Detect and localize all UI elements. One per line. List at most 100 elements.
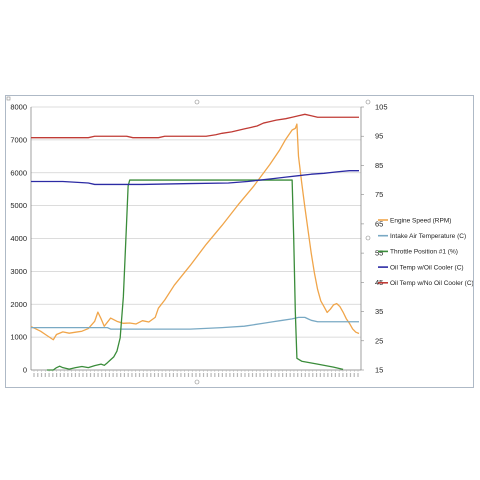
resize-handle-top-middle[interactable] — [194, 99, 200, 105]
x-tick-label — [40, 373, 43, 377]
right-tick-label: 25 — [375, 336, 383, 345]
x-tick-label — [67, 373, 69, 377]
right-tick-label: 35 — [375, 307, 383, 316]
x-tick-label — [48, 373, 50, 377]
right-tick-label: 85 — [375, 161, 383, 170]
right-tick-label: 95 — [375, 132, 383, 141]
resize-handle-right-middle[interactable] — [365, 235, 371, 241]
left-tick-label: 3000 — [10, 267, 27, 276]
left-tick-label: 0 — [23, 366, 27, 375]
x-tick-label — [78, 373, 80, 377]
series-line-3 — [31, 170, 359, 186]
legend-label: Throttle Position #1 (%) — [390, 249, 458, 256]
x-tick-label — [153, 373, 156, 377]
x-tick-label — [289, 373, 291, 377]
gridlines — [31, 106, 361, 371]
x-tick-label — [312, 373, 314, 377]
x-tick-label — [202, 373, 205, 377]
x-tick-label — [218, 373, 220, 377]
x-tick-label — [176, 373, 178, 377]
x-tick-label — [315, 373, 318, 377]
x-tick-label — [120, 373, 122, 377]
x-tick-label — [150, 373, 152, 377]
x-tick-label — [229, 373, 231, 377]
x-tick-label — [297, 373, 299, 377]
x-tick-label — [338, 373, 340, 377]
x-tick-label — [225, 373, 227, 377]
x-tick-label — [101, 373, 103, 377]
legend-label: Oil Temp w/No Oil Cooler (C) — [390, 280, 473, 287]
x-tick-label — [116, 373, 118, 377]
x-tick-label — [74, 373, 77, 377]
legend-label: Intake Air Temperature (C) — [390, 233, 466, 240]
x-tick-label — [285, 373, 288, 377]
left-tick-label: 1000 — [10, 333, 27, 342]
x-tick-label — [123, 373, 126, 377]
x-tick-label — [263, 373, 265, 377]
right-tick-label: 65 — [375, 219, 383, 228]
x-tick-label — [112, 373, 114, 377]
x-tick-label — [93, 373, 95, 377]
x-tick-label — [221, 373, 223, 377]
series-lines — [30, 113, 360, 371]
x-tick-label — [108, 373, 110, 377]
x-tick-label — [37, 373, 39, 377]
right-axis-ticks: 152535455565758595105 — [361, 103, 388, 375]
resize-handle-bottom-middle[interactable] — [194, 379, 200, 385]
x-tick-label — [240, 373, 242, 377]
left-tick-label: 8000 — [10, 103, 27, 112]
x-tick-label — [266, 373, 269, 377]
x-tick-label — [248, 373, 250, 377]
x-tick-label — [323, 373, 325, 377]
x-tick-label — [300, 373, 303, 377]
x-tick-label — [191, 373, 193, 377]
x-tick-label — [33, 373, 35, 377]
x-tick-label — [180, 373, 182, 377]
legend-label: Oil Temp w/Oil Cooler (C) — [390, 264, 464, 271]
resize-handle-top-right[interactable] — [365, 99, 371, 105]
x-tick-label — [346, 373, 348, 377]
x-tick-label — [278, 373, 280, 377]
left-tick-label: 6000 — [10, 168, 27, 177]
x-tick-label — [244, 373, 246, 377]
x-tick-label — [142, 373, 144, 377]
x-tick-label — [334, 373, 336, 377]
left-axis-ticks: 0 1000 2000 3000 4000 5000 6000 7000 8000 — [10, 103, 27, 375]
x-tick-label — [210, 373, 212, 377]
x-tick-label — [251, 373, 254, 377]
left-tick-label: 4000 — [10, 234, 27, 243]
right-tick-label: 15 — [375, 366, 383, 375]
x-tick-label — [327, 373, 329, 377]
series-line-2 — [46, 179, 344, 371]
x-tick-label — [236, 373, 239, 377]
x-tick-label — [282, 373, 284, 377]
x-tick-label — [146, 373, 148, 377]
x-tick-label — [127, 373, 129, 377]
x-tick-label — [233, 373, 235, 377]
resize-handle-top-left[interactable] — [6, 96, 11, 101]
x-tick-label — [195, 373, 197, 377]
x-tick-label — [131, 373, 133, 377]
x-tick-label — [82, 373, 84, 377]
left-tick-label: 2000 — [10, 300, 27, 309]
x-tick-label — [259, 373, 261, 377]
x-tick-label — [255, 373, 257, 377]
x-tick-label — [270, 373, 272, 377]
left-tick-label: 7000 — [10, 135, 27, 144]
x-tick-label — [342, 373, 344, 377]
x-tick-label — [52, 373, 54, 377]
x-tick-label — [274, 373, 276, 377]
line-chart: 0 1000 2000 3000 4000 5000 6000 7000 8000 15 25 35… — [6, 96, 473, 385]
x-tick-label — [71, 373, 73, 377]
x-tick-label — [199, 373, 201, 377]
right-tick-label: 75 — [375, 190, 383, 199]
chart-frame: 0 1000 2000 3000 4000 5000 6000 7000 8000 15 25 35… — [5, 95, 474, 388]
x-tick-label — [59, 373, 61, 377]
x-tick-label — [86, 373, 88, 377]
x-tick-label — [169, 373, 171, 377]
x-tick-label — [214, 373, 216, 377]
x-tick-label — [63, 373, 65, 377]
x-tick-label — [184, 373, 186, 377]
x-tick-label — [331, 373, 333, 377]
legend-label: Engine Speed (RPM) — [390, 217, 451, 224]
